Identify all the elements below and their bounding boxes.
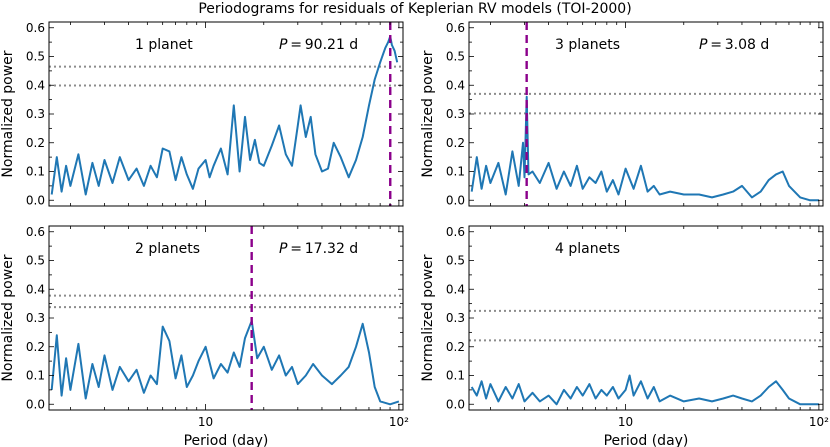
- y-tick-label: 0.3: [446, 107, 465, 121]
- y-tick-label: 0.5: [446, 254, 465, 268]
- panel-label: 3 planets: [555, 37, 620, 53]
- figure-title: Periodograms for residuals of Keplerian …: [198, 1, 631, 17]
- periodogram-line: [50, 319, 400, 406]
- x-tick-label: 10²: [389, 415, 409, 429]
- y-tick-label: 0.1: [446, 369, 465, 383]
- y-tick-label: 0.2: [26, 136, 45, 150]
- panel-label: 2 planets: [135, 241, 200, 257]
- y-tick-label: 0.6: [26, 225, 45, 239]
- y-axis-label: Normalized power: [0, 50, 16, 177]
- x-tick-label: 10: [618, 415, 633, 429]
- y-tick-label: 0.3: [26, 311, 45, 325]
- y-tick-label: 0.5: [446, 50, 465, 64]
- y-tick-label: 0.1: [446, 165, 465, 179]
- y-tick-label: 0.0: [26, 397, 45, 411]
- y-tick-label: 0.5: [26, 50, 45, 64]
- y-tick-label: 0.0: [26, 193, 45, 207]
- axes-frame: [468, 225, 824, 411]
- y-axis-label: Normalized power: [420, 254, 436, 381]
- x-axis-label: Period (day): [184, 433, 269, 447]
- period-label: P = 90.21 d: [279, 37, 358, 53]
- y-tick-label: 0.6: [446, 21, 465, 35]
- periodogram-panel-3: 0.0 0.1 0.2 0.3 0.4 0.5 0.6 10 10² Period (day) No…: [0, 225, 409, 447]
- panel-label: 1 planet: [135, 37, 193, 53]
- periodogram-line: [50, 35, 399, 196]
- y-tick-label: 0.2: [26, 340, 45, 354]
- periodogram-line: [470, 95, 819, 202]
- periodogram-line: [470, 374, 819, 406]
- panel-label: 4 planets: [555, 241, 620, 257]
- y-tick-label: 0.5: [26, 254, 45, 268]
- y-tick-label: 0.4: [446, 282, 465, 296]
- y-tick-label: 0.0: [446, 397, 465, 411]
- y-tick-label: 0.4: [26, 282, 45, 296]
- y-tick-label: 0.3: [26, 107, 45, 121]
- y-tick-label: 0.4: [446, 78, 465, 92]
- period-label: P = 3.08 d: [699, 37, 769, 53]
- x-tick-label: 10²: [809, 415, 829, 429]
- periodogram-panel-2: 0.0 0.1 0.2 0.3 0.4 0.5 0.6 Normalized power 3 p…: [420, 21, 824, 207]
- y-tick-label: 0.0: [446, 193, 465, 207]
- periodogram-panel-4: 0.0 0.1 0.2 0.3 0.4 0.5 0.6 10 10² Period (day) No…: [420, 225, 829, 447]
- y-tick-label: 0.6: [26, 21, 45, 35]
- period-label: P = 17.32 d: [279, 241, 358, 257]
- y-tick-label: 0.1: [26, 165, 45, 179]
- x-tick-label: 10: [198, 415, 213, 429]
- y-tick-label: 0.2: [446, 340, 465, 354]
- y-tick-label: 0.2: [446, 136, 465, 150]
- y-tick-label: 0.4: [26, 78, 45, 92]
- y-tick-label: 0.6: [446, 225, 465, 239]
- y-axis-label: Normalized power: [0, 254, 16, 381]
- periodogram-panel-1: 0.0 0.1 0.2 0.3 0.4 0.5 0.6 Normalized power 1 p…: [0, 21, 404, 207]
- y-axis-label: Normalized power: [420, 50, 436, 177]
- y-tick-label: 0.1: [26, 369, 45, 383]
- x-axis-label: Period (day): [604, 433, 689, 447]
- y-tick-label: 0.3: [446, 311, 465, 325]
